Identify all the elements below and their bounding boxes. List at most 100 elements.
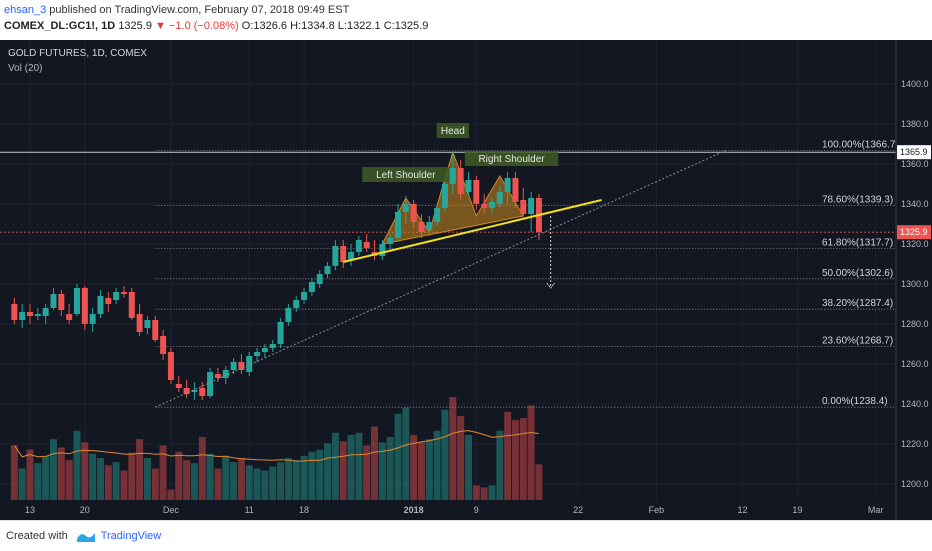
volume-bar [143, 458, 151, 500]
header-bar: ehsan_3 published on TradingView.com, Fe… [0, 0, 932, 40]
volume-bar [245, 465, 253, 500]
volume-bar [222, 455, 230, 500]
time-tick-label: 22 [573, 505, 583, 515]
volume-bar [378, 442, 386, 500]
pattern-label-bg [464, 151, 559, 166]
candle-body [214, 374, 221, 378]
chart-labels: GOLD FUTURES, 1D, COMEX Vol (20) [8, 48, 147, 74]
candle-body [136, 314, 143, 332]
volume-bar [496, 430, 504, 500]
symbol-label: COMEX_DL:GC1!, 1D [4, 20, 116, 32]
candle-body [222, 370, 229, 378]
fib-level-label: 0.00%(1238.4) [822, 396, 888, 407]
volume-bar [449, 397, 457, 500]
lines-layer: Left Shoulder Head Right Shoulder [155, 123, 728, 408]
grid-layer [0, 40, 896, 500]
price-tick-label: 1240.0 [901, 399, 929, 409]
volume-bar [457, 416, 465, 500]
candle-body [324, 266, 331, 274]
close-value: C:1325.9 [383, 20, 429, 32]
volume-ma-line [13, 430, 540, 462]
volume-bar [104, 465, 112, 500]
candle-body [175, 384, 182, 388]
candle-body [105, 298, 112, 304]
candle-body [363, 242, 370, 248]
volume-bar [49, 439, 57, 500]
volume-bar [284, 458, 292, 500]
candle-body [285, 308, 292, 322]
candle-body [97, 296, 104, 314]
candle-body [128, 292, 135, 318]
price-axis-bg [896, 40, 932, 520]
volume-bar [433, 430, 441, 500]
candle-body [58, 294, 65, 310]
volume-bar [292, 460, 300, 500]
candle-body [402, 204, 409, 212]
volume-bar [339, 441, 347, 500]
chart-title: GOLD FUTURES, 1D, COMEX [8, 48, 147, 59]
pattern-label: Left Shoulder [376, 170, 436, 181]
time-tick-label: Mar [868, 505, 884, 515]
volume-bar [253, 468, 261, 500]
volume-bar [511, 420, 519, 500]
price-tick-label: 1360.0 [901, 159, 929, 169]
volume-bar [206, 453, 214, 500]
candle-body [528, 198, 535, 214]
candle-body [379, 244, 386, 256]
volume-bar [151, 468, 159, 500]
volume-bar [527, 405, 535, 500]
volume-bar [190, 463, 198, 500]
volume-bar [300, 455, 308, 500]
author-link[interactable]: ehsan_3 [4, 4, 47, 16]
candle-body [348, 252, 355, 260]
candle-body [340, 246, 347, 262]
time-tick-label: Dec [163, 505, 180, 515]
candle-body [308, 282, 315, 292]
volume-bar [89, 453, 97, 500]
candle-body [27, 312, 33, 316]
high-price-marker-bg [897, 145, 931, 160]
price-tick-label: 1300.0 [901, 279, 929, 289]
candle-body [277, 322, 284, 344]
chart-area[interactable]: 100.00%(1366.7) 78.60%(1339.3) 61.80%(1317… [0, 40, 932, 520]
time-tick-label: 20 [80, 505, 90, 515]
pattern-label-bg [362, 167, 450, 182]
volume-bar [112, 462, 120, 500]
candle-body [410, 204, 417, 222]
tradingview-link[interactable]: TradingView [100, 530, 162, 542]
volume-bar [96, 458, 104, 500]
time-tick-label: Feb [649, 505, 665, 515]
volume-bar [167, 489, 175, 500]
candle-body [395, 212, 402, 238]
candle-body [152, 320, 159, 340]
volume-bar [65, 460, 73, 500]
candle-body [183, 388, 190, 394]
volume-bar [198, 437, 206, 500]
volume-bar [519, 418, 527, 500]
candle-body [73, 288, 80, 314]
fib-level-label: 38.20%(1287.4) [822, 298, 893, 309]
volume-bar [73, 430, 81, 500]
volume-bar [394, 413, 402, 500]
candle-body [387, 238, 394, 244]
candle-body [144, 320, 151, 328]
candle-body [426, 222, 433, 230]
time-tick-label: 9 [474, 505, 479, 515]
candle-body [191, 390, 198, 392]
candle-body [34, 314, 41, 316]
pattern-layer [381, 150, 525, 245]
price-change: ▼ −1.0 (−0.08%) [155, 20, 239, 32]
price-tick-label: 1320.0 [901, 239, 929, 249]
volume-bar [57, 447, 65, 500]
candle-body [434, 208, 441, 222]
fib-level-label: 50.00%(1302.6) [822, 268, 893, 279]
neckline [342, 199, 602, 263]
volume-bar [363, 445, 371, 500]
fib-level-label: 78.60%(1339.3) [822, 194, 893, 205]
candle-body [160, 336, 167, 354]
volume-layer [10, 397, 543, 500]
pattern-label: Right Shoulder [478, 154, 545, 165]
volume-bar [237, 458, 245, 500]
candle-body [238, 362, 245, 370]
candle-body [481, 204, 488, 208]
